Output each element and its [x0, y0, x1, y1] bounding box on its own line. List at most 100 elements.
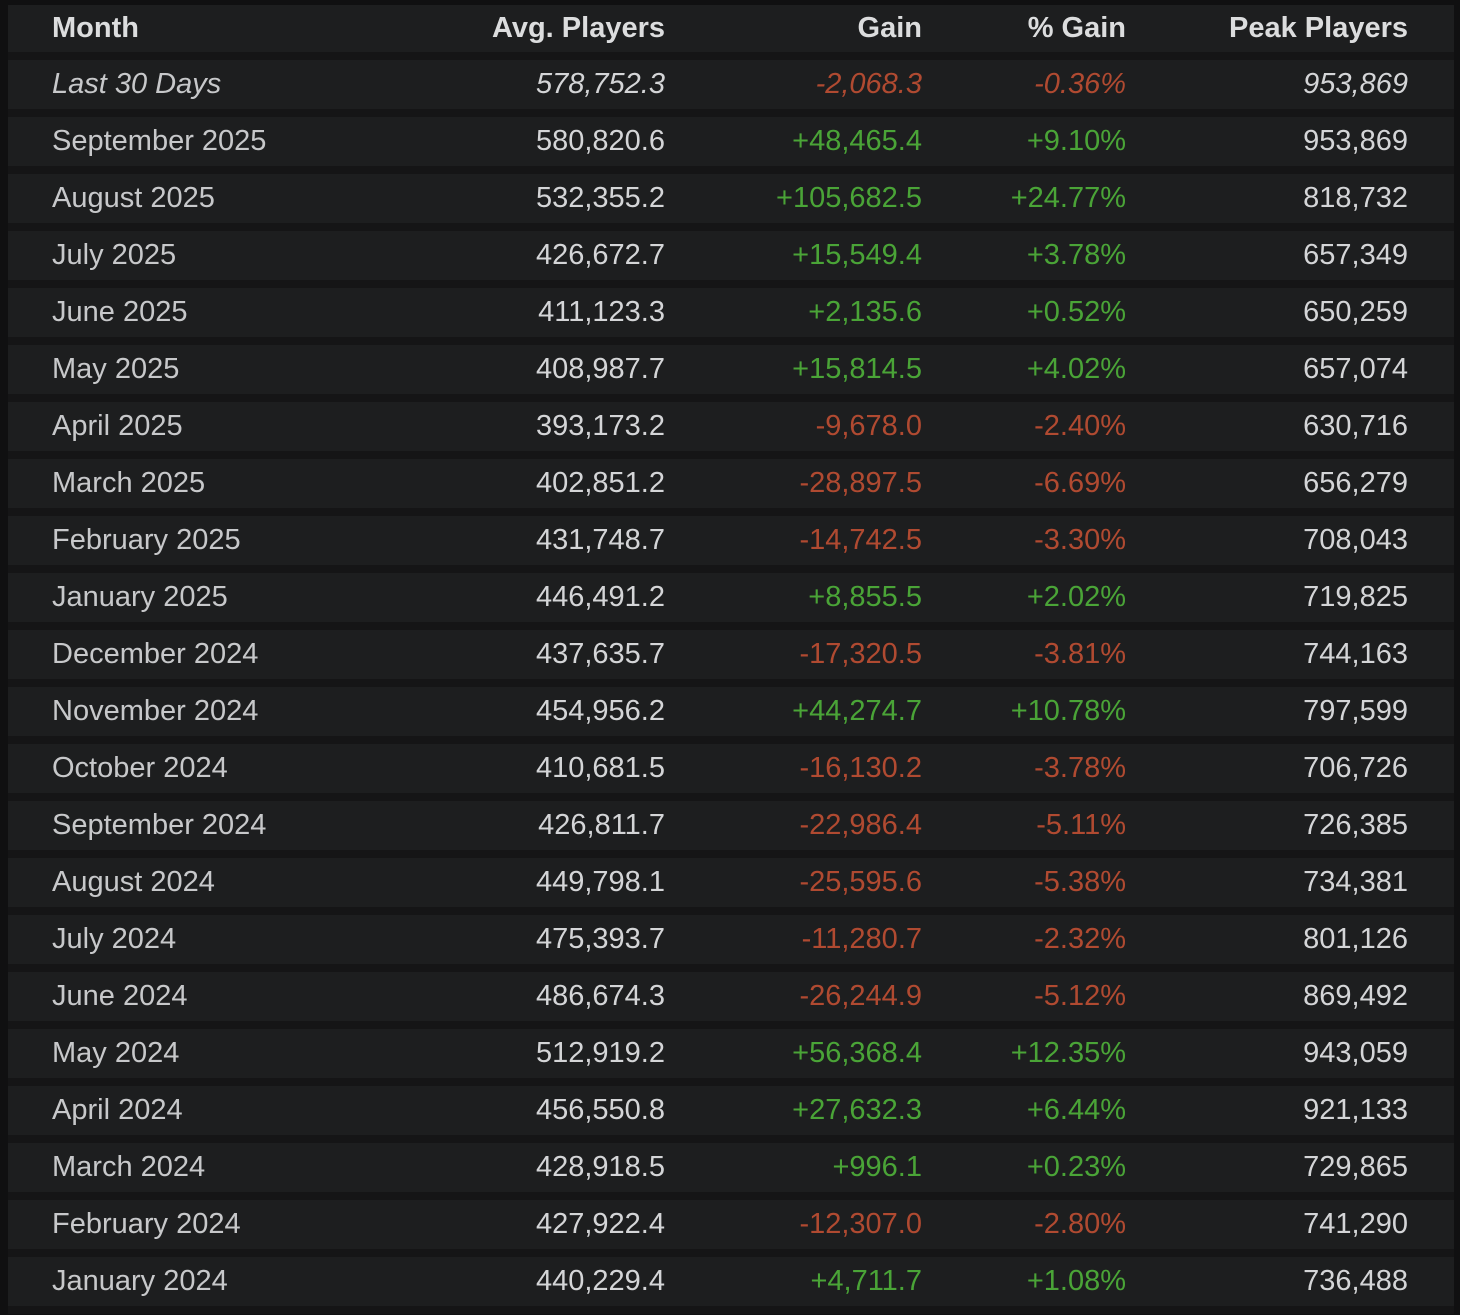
- table-row: February 2025 431,748.7 -14,742.5 -3.30%…: [8, 516, 1454, 573]
- gain-cell: +48,465.4: [665, 117, 922, 174]
- table-row: December 2024 437,635.7 -17,320.5 -3.81%…: [8, 630, 1454, 687]
- table-row: July 2024 475,393.7 -11,280.7 -2.32% 801…: [8, 915, 1454, 972]
- gain-cell: -22,986.4: [665, 801, 922, 858]
- pct-gain-cell: -2.40%: [922, 402, 1126, 459]
- gain-cell: +996.1: [665, 1143, 922, 1200]
- peak-players-cell: 801,126: [1126, 915, 1454, 972]
- table-row: Last 30 Days 578,752.3 -2,068.3 -0.36% 9…: [8, 60, 1454, 117]
- table-row: September 2024 426,811.7 -22,986.4 -5.11…: [8, 801, 1454, 858]
- avg-players-cell: 440,229.4: [440, 1257, 665, 1314]
- avg-players-cell: 532,355.2: [440, 174, 665, 231]
- avg-players-cell: 431,748.7: [440, 516, 665, 573]
- peak-players-cell: 706,726: [1126, 744, 1454, 801]
- pct-gain-cell: +3.78%: [922, 231, 1126, 288]
- header-row: Month Avg. Players Gain % Gain Peak Play…: [8, 5, 1454, 60]
- month-cell: August 2025: [8, 174, 440, 231]
- table-row: August 2025 532,355.2 +105,682.5 +24.77%…: [8, 174, 1454, 231]
- gain-cell: -2,068.3: [665, 60, 922, 117]
- monthly-player-stats-table: Month Avg. Players Gain % Gain Peak Play…: [8, 5, 1454, 1314]
- gain-cell: -25,595.6: [665, 858, 922, 915]
- pct-gain-cell: +1.08%: [922, 1257, 1126, 1314]
- gain-cell: +4,711.7: [665, 1257, 922, 1314]
- pct-gain-cell: -0.36%: [922, 60, 1126, 117]
- month-cell: March 2024: [8, 1143, 440, 1200]
- pct-gain-cell: -5.11%: [922, 801, 1126, 858]
- gain-cell: +15,814.5: [665, 345, 922, 402]
- avg-players-cell: 408,987.7: [440, 345, 665, 402]
- avg-players-cell: 512,919.2: [440, 1029, 665, 1086]
- gain-cell: -11,280.7: [665, 915, 922, 972]
- peak-players-cell: 708,043: [1126, 516, 1454, 573]
- pct-gain-cell: -2.32%: [922, 915, 1126, 972]
- month-cell: November 2024: [8, 687, 440, 744]
- avg-players-cell: 411,123.3: [440, 288, 665, 345]
- peak-players-cell: 726,385: [1126, 801, 1454, 858]
- pct-gain-cell: +6.44%: [922, 1086, 1126, 1143]
- table-row: March 2024 428,918.5 +996.1 +0.23% 729,8…: [8, 1143, 1454, 1200]
- peak-players-cell: 657,074: [1126, 345, 1454, 402]
- avg-players-cell: 427,922.4: [440, 1200, 665, 1257]
- pct-gain-cell: +12.35%: [922, 1029, 1126, 1086]
- month-cell: February 2024: [8, 1200, 440, 1257]
- month-cell: January 2024: [8, 1257, 440, 1314]
- table-row: February 2024 427,922.4 -12,307.0 -2.80%…: [8, 1200, 1454, 1257]
- month-cell: July 2024: [8, 915, 440, 972]
- peak-players-cell: 943,059: [1126, 1029, 1454, 1086]
- peak-players-cell: 650,259: [1126, 288, 1454, 345]
- peak-players-cell: 656,279: [1126, 459, 1454, 516]
- avg-players-cell: 580,820.6: [440, 117, 665, 174]
- pct-gain-cell: +0.52%: [922, 288, 1126, 345]
- table-row: October 2024 410,681.5 -16,130.2 -3.78% …: [8, 744, 1454, 801]
- month-cell: June 2025: [8, 288, 440, 345]
- table-row: January 2025 446,491.2 +8,855.5 +2.02% 7…: [8, 573, 1454, 630]
- avg-players-cell: 437,635.7: [440, 630, 665, 687]
- gain-cell: +2,135.6: [665, 288, 922, 345]
- peak-players-cell: 734,381: [1126, 858, 1454, 915]
- month-cell: May 2025: [8, 345, 440, 402]
- table-row: April 2024 456,550.8 +27,632.3 +6.44% 92…: [8, 1086, 1454, 1143]
- pct-gain-cell: +2.02%: [922, 573, 1126, 630]
- gain-cell: +44,274.7: [665, 687, 922, 744]
- month-cell: September 2024: [8, 801, 440, 858]
- gain-cell: +8,855.5: [665, 573, 922, 630]
- gain-cell: -12,307.0: [665, 1200, 922, 1257]
- month-cell: February 2025: [8, 516, 440, 573]
- month-cell: June 2024: [8, 972, 440, 1029]
- pct-gain-cell: -3.78%: [922, 744, 1126, 801]
- peak-players-cell: 729,865: [1126, 1143, 1454, 1200]
- pct-gain-cell: +4.02%: [922, 345, 1126, 402]
- table-row: September 2025 580,820.6 +48,465.4 +9.10…: [8, 117, 1454, 174]
- peak-players-cell: 657,349: [1126, 231, 1454, 288]
- column-header-peak-players: Peak Players: [1126, 5, 1454, 60]
- column-header-gain: Gain: [665, 5, 922, 60]
- avg-players-cell: 426,672.7: [440, 231, 665, 288]
- pct-gain-cell: +9.10%: [922, 117, 1126, 174]
- column-header-month: Month: [8, 5, 440, 60]
- pct-gain-cell: +10.78%: [922, 687, 1126, 744]
- gain-cell: -26,244.9: [665, 972, 922, 1029]
- month-cell: September 2025: [8, 117, 440, 174]
- month-cell: April 2024: [8, 1086, 440, 1143]
- avg-players-cell: 456,550.8: [440, 1086, 665, 1143]
- pct-gain-cell: +0.23%: [922, 1143, 1126, 1200]
- avg-players-cell: 393,173.2: [440, 402, 665, 459]
- avg-players-cell: 475,393.7: [440, 915, 665, 972]
- gain-cell: +15,549.4: [665, 231, 922, 288]
- avg-players-cell: 454,956.2: [440, 687, 665, 744]
- month-cell: April 2025: [8, 402, 440, 459]
- table-body: Last 30 Days 578,752.3 -2,068.3 -0.36% 9…: [8, 60, 1454, 1314]
- month-cell: August 2024: [8, 858, 440, 915]
- table-row: August 2024 449,798.1 -25,595.6 -5.38% 7…: [8, 858, 1454, 915]
- month-cell: December 2024: [8, 630, 440, 687]
- table-row: November 2024 454,956.2 +44,274.7 +10.78…: [8, 687, 1454, 744]
- gain-cell: -9,678.0: [665, 402, 922, 459]
- table-row: April 2025 393,173.2 -9,678.0 -2.40% 630…: [8, 402, 1454, 459]
- pct-gain-cell: -2.80%: [922, 1200, 1126, 1257]
- pct-gain-cell: -5.12%: [922, 972, 1126, 1029]
- month-cell: January 2025: [8, 573, 440, 630]
- month-cell: May 2024: [8, 1029, 440, 1086]
- peak-players-cell: 736,488: [1126, 1257, 1454, 1314]
- gain-cell: +105,682.5: [665, 174, 922, 231]
- pct-gain-cell: -6.69%: [922, 459, 1126, 516]
